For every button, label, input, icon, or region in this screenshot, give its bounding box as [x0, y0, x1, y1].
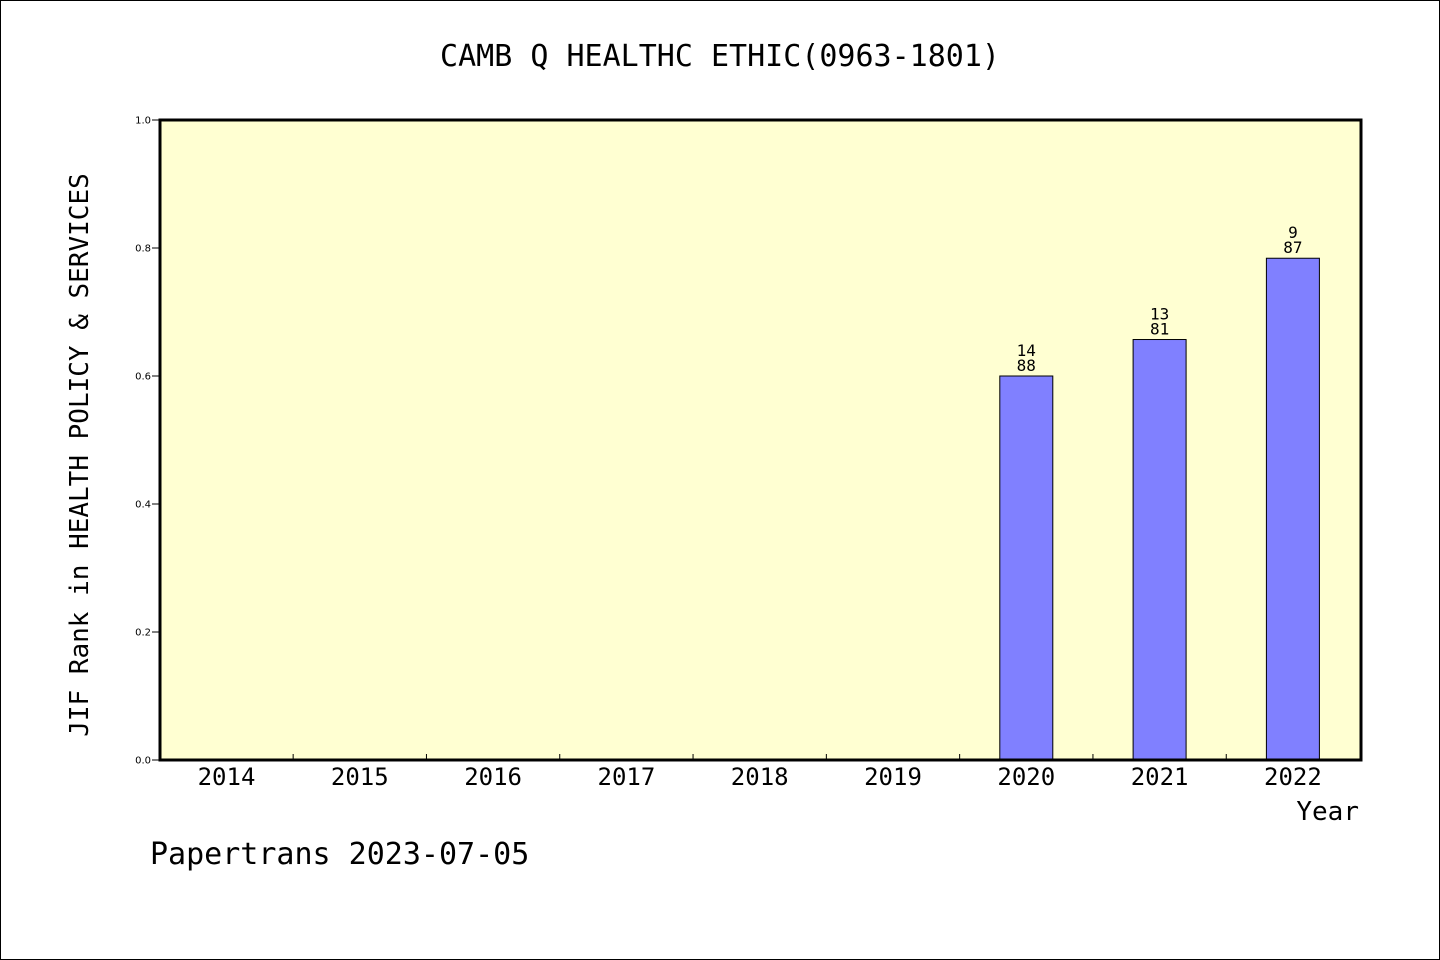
x-tick-label: 2020 — [997, 763, 1055, 791]
x-axis-label: Year — [1296, 797, 1359, 827]
y-tick-label: 0.8 — [135, 244, 151, 255]
y-tick-label: 0.4 — [135, 500, 151, 511]
y-tick-label: 0.2 — [135, 628, 151, 639]
x-tick-label: 2021 — [1131, 763, 1189, 791]
bar-total-label: 88 — [1017, 356, 1036, 375]
x-tick-label: 2016 — [464, 763, 522, 791]
x-tick-label: 2015 — [331, 763, 389, 791]
x-tick-label: 2018 — [731, 763, 789, 791]
y-tick-label: 0.6 — [135, 372, 151, 383]
footer-text: Papertrans 2023-07-05 — [150, 837, 529, 872]
y-tick-label: 0.0 — [135, 756, 151, 767]
y-axis: 0.0 0.2 0.4 0.6 0.8 1.0 — [135, 116, 160, 767]
bar-rank-label: 13 — [1150, 305, 1169, 324]
x-tick-label: 2014 — [198, 763, 256, 791]
chart-title: CAMB Q HEALTHC ETHIC(0963-1801) — [440, 39, 1000, 74]
bar-2020 — [999, 375, 1054, 761]
bars-layer — [999, 257, 1320, 761]
plot-border — [158, 118, 1363, 762]
bar-2021 — [1132, 339, 1187, 761]
x-axis: 2014 2015 2016 2017 2018 2019 2020 2021 2022 — [198, 754, 1322, 791]
x-tick-label: 2017 — [598, 763, 656, 791]
bar-rank-label: 14 — [1017, 341, 1036, 360]
bar-2022 — [1265, 257, 1320, 761]
bar-rank-label: 9 — [1288, 223, 1298, 242]
y-axis-label: JIF Rank in HEALTH POLICY & SERVICES — [65, 173, 95, 737]
bar-total-label: 87 — [1283, 238, 1302, 257]
x-tick-label: 2019 — [864, 763, 922, 791]
x-tick-label: 2022 — [1264, 763, 1322, 791]
y-tick-label: 1.0 — [135, 116, 151, 127]
bar-total-label: 81 — [1150, 320, 1169, 339]
